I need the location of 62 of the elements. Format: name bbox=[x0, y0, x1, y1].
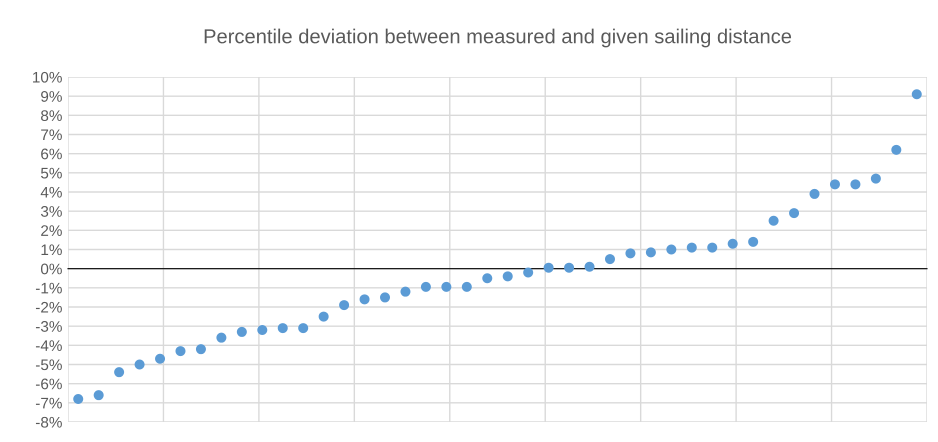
y-tick-label: 1% bbox=[42, 244, 62, 256]
point bbox=[870, 174, 881, 184]
y-tick-label: 5% bbox=[40, 168, 62, 179]
y-tick-label: 2% bbox=[41, 225, 62, 236]
point bbox=[257, 325, 268, 335]
y-tick-label: -6% bbox=[36, 378, 62, 390]
point bbox=[298, 323, 308, 334]
y-tick-label: -5% bbox=[36, 359, 62, 370]
point bbox=[441, 282, 452, 292]
point bbox=[707, 242, 718, 253]
y-tick-label: 10% bbox=[33, 72, 62, 83]
point bbox=[175, 346, 186, 356]
point bbox=[850, 179, 860, 190]
point bbox=[810, 188, 820, 199]
point bbox=[686, 242, 697, 253]
point bbox=[625, 248, 636, 258]
point bbox=[462, 282, 472, 292]
point bbox=[339, 300, 350, 310]
point bbox=[196, 344, 206, 354]
point bbox=[420, 282, 431, 292]
y-tick-label: 4% bbox=[40, 186, 62, 198]
point bbox=[789, 208, 800, 218]
point bbox=[380, 292, 390, 302]
y-tick-label: -1% bbox=[36, 282, 62, 294]
y-tick-label: -7% bbox=[36, 398, 62, 408]
point bbox=[830, 179, 840, 190]
point bbox=[114, 367, 124, 378]
point bbox=[544, 262, 554, 273]
point bbox=[912, 89, 922, 100]
y-tick-label: 6% bbox=[41, 148, 62, 160]
point bbox=[584, 262, 595, 272]
point bbox=[768, 216, 779, 226]
point bbox=[236, 326, 247, 337]
point bbox=[728, 238, 738, 249]
point bbox=[318, 312, 329, 322]
y-tick-label: 8% bbox=[41, 110, 62, 122]
point bbox=[748, 236, 758, 247]
point bbox=[216, 332, 226, 343]
point bbox=[646, 247, 656, 258]
y-tick-label: -2% bbox=[36, 302, 62, 313]
point bbox=[94, 390, 104, 400]
y-tick-label: 7% bbox=[41, 129, 62, 140]
point bbox=[523, 268, 534, 278]
point bbox=[891, 144, 902, 155]
point bbox=[134, 360, 145, 370]
point bbox=[564, 262, 574, 273]
point bbox=[502, 271, 513, 282]
point bbox=[155, 354, 166, 364]
point bbox=[666, 244, 676, 254]
point bbox=[73, 394, 84, 404]
point bbox=[604, 254, 615, 264]
point bbox=[278, 323, 288, 334]
chart-title: Percentile deviation between measured and given sailing distance bbox=[204, 28, 792, 48]
y-tick-label: 9% bbox=[41, 91, 62, 102]
point bbox=[482, 273, 492, 284]
y-tick-label: -3% bbox=[36, 321, 62, 332]
y-tick-label: 3% bbox=[40, 206, 62, 217]
y-tick-label: 0% bbox=[40, 264, 62, 274]
y-tick-label: -4% bbox=[36, 340, 62, 351]
point bbox=[360, 294, 370, 304]
y-tick-label: -8% bbox=[36, 416, 62, 428]
point bbox=[400, 286, 410, 297]
